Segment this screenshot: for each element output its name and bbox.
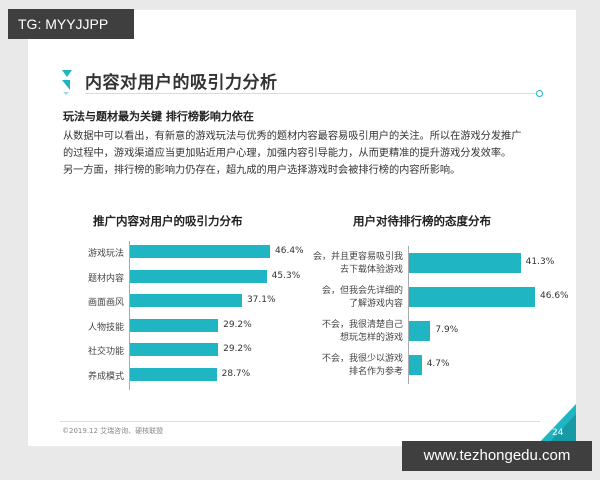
corner-decoration-icon	[536, 404, 576, 446]
category-label: 养成模式	[87, 371, 124, 382]
value-label: 41.3%	[525, 257, 555, 267]
page-number: 24	[552, 428, 564, 438]
footer-source: ©2019.12 艾瑞咨询、硬核联盟	[62, 427, 164, 435]
slide	[28, 10, 576, 446]
chart-title-left: 推广内容对用户的吸引力分布	[93, 214, 243, 228]
category-label: 会，但我会先详细的 了解游戏内容	[321, 286, 403, 309]
category-label: 题材内容	[87, 273, 124, 284]
body-text: 从数据中可以看出，有新意的游戏玩法与优秀的题材内容最容易吸引用户的关注。所以在游…	[63, 128, 553, 179]
category-label: 不会，我很清楚自己 想玩怎样的游戏	[321, 320, 403, 343]
bar	[409, 355, 422, 375]
value-label: 28.7%	[221, 368, 251, 379]
bar	[409, 321, 431, 341]
bar	[130, 294, 242, 307]
value-label: 46.4%	[275, 246, 304, 256]
body-line: 另一方面，排行榜的影响力仍存在，超九成的用户选择游戏时会被排行榜的内容所影响。	[63, 165, 461, 176]
category-label: 社交功能	[87, 347, 124, 357]
title-dot-icon	[536, 90, 543, 97]
category-label: 人物技能	[87, 322, 124, 333]
chart-right-axis	[408, 246, 409, 384]
body-line: 的过程中，游戏渠道应当更加贴近用户心理，加强内容引导能力，从而更精准的提升游戏分…	[63, 148, 512, 159]
value-label: 29.2%	[223, 319, 252, 330]
logo-icon	[62, 70, 72, 95]
bar	[130, 367, 217, 381]
chart-title-right: 用户对待排行榜的态度分布	[353, 214, 491, 228]
value-label: 46.6%	[540, 291, 569, 301]
body-line: 从数据中可以看出，有新意的游戏玩法与优秀的题材内容最容易吸引用户的关注。所以在游…	[63, 131, 522, 142]
watermark-bottom: www.tezhongedu.com	[402, 441, 592, 471]
chart-left-axis	[129, 241, 130, 390]
footer-divider	[60, 421, 540, 422]
watermark-top: TG: MYYJJPP	[8, 9, 134, 39]
category-label: 画面画风	[87, 298, 124, 308]
bar	[409, 253, 521, 273]
bar	[130, 318, 219, 332]
bar	[130, 269, 267, 283]
category-label: 不会，我很少以游戏 排名作为参考	[321, 354, 403, 377]
title-divider	[85, 93, 537, 94]
category-label: 会，并且更容易吸引我 去下载体验游戏	[312, 252, 403, 275]
bar	[409, 287, 535, 307]
category-label: 游戏玩法	[87, 249, 124, 259]
value-label: 7.9%	[435, 325, 459, 335]
value-label: 29.2%	[223, 344, 252, 354]
page-title: 内容对用户的吸引力分析	[85, 73, 278, 93]
bar	[130, 245, 270, 258]
bar	[130, 343, 219, 356]
value-label: 4.7%	[426, 359, 450, 369]
value-label: 45.3%	[271, 270, 301, 281]
value-label: 37.1%	[246, 295, 276, 305]
page-subtitle: 玩法与题材最为关键 排行榜影响力依在	[63, 110, 254, 123]
